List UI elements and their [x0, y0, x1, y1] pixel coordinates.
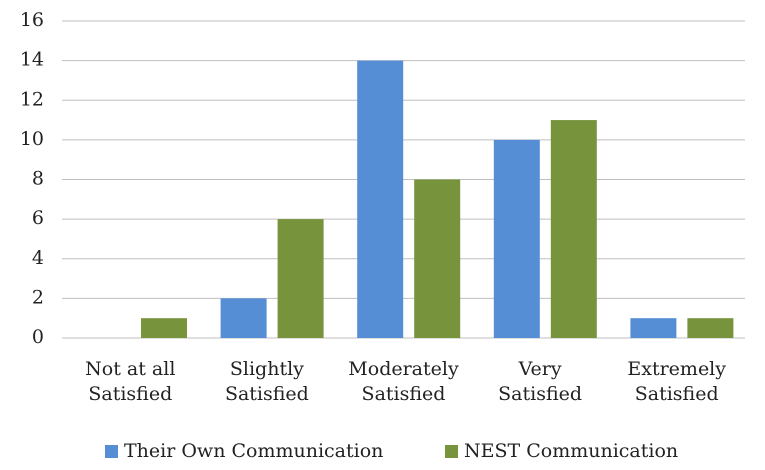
bar	[220, 298, 267, 338]
x-tick-label: Moderately	[348, 358, 459, 380]
bar	[277, 219, 324, 338]
x-tick-label: Extremely	[627, 358, 726, 380]
bar	[141, 318, 187, 338]
x-tick-label: Satisfied	[362, 383, 446, 405]
x-tick-label: Satisfied	[635, 383, 719, 405]
x-tick-label: Satisfied	[498, 383, 582, 405]
y-tick-label: 16	[20, 9, 44, 31]
x-tick-label: Slightly	[230, 358, 304, 380]
y-tick-label: 0	[32, 326, 44, 348]
bar	[550, 120, 597, 338]
x-tick-label: Satisfied	[225, 383, 309, 405]
y-tick-label: 4	[32, 247, 44, 269]
y-tick-label: 12	[20, 88, 44, 110]
y-tick-label: 14	[20, 49, 44, 71]
x-tick-label: Not at all	[85, 358, 175, 380]
bar	[493, 139, 540, 338]
x-tick-label: Satisfied	[88, 383, 172, 405]
y-tick-label: 10	[20, 128, 44, 150]
y-tick-label: 6	[32, 207, 44, 229]
y-tick-label: 8	[32, 168, 44, 190]
y-tick-label: 2	[32, 286, 44, 308]
bar	[687, 318, 734, 338]
legend-label: Their Own Communication	[124, 440, 383, 462]
x-tick-label: Very	[518, 358, 562, 380]
bar	[414, 179, 461, 338]
legend-label: NEST Communication	[464, 440, 678, 462]
legend-swatch	[445, 445, 458, 458]
bar	[630, 318, 677, 338]
bar	[357, 60, 404, 338]
legend-swatch	[105, 445, 118, 458]
